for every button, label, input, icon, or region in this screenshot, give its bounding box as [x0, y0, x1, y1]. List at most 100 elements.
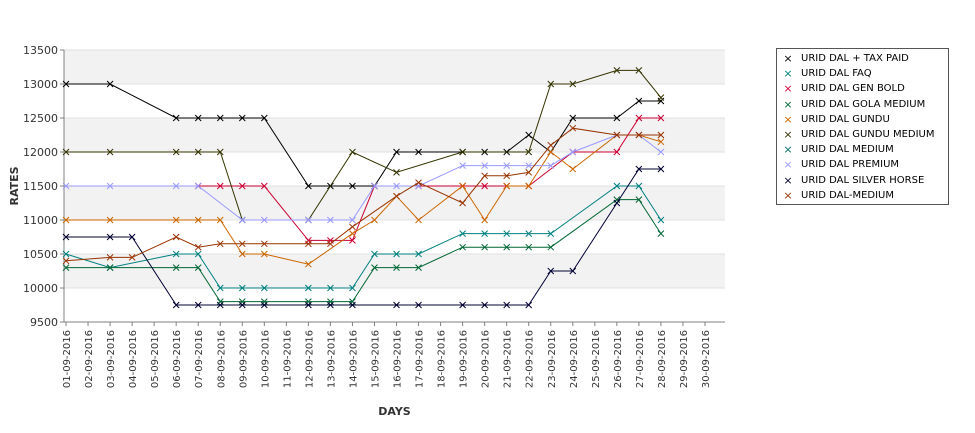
- data-point-marker: [194, 216, 202, 224]
- data-point-marker: [62, 233, 70, 241]
- legend-label: URID DAL MEDIUM: [801, 144, 894, 156]
- data-point-marker: [613, 114, 621, 122]
- legend-label: URID DAL GEN BOLD: [801, 83, 905, 95]
- grid-band: [64, 186, 725, 220]
- data-point-marker: [194, 301, 202, 309]
- legend-marker-icon: ×: [783, 97, 793, 111]
- data-point-marker: [635, 196, 643, 203]
- data-point-marker: [349, 301, 356, 309]
- data-point-marker: [503, 182, 511, 190]
- x-tick-label: 18-09-2016: [437, 330, 448, 388]
- grid-band: [64, 254, 725, 288]
- data-point-marker: [525, 131, 533, 139]
- data-point-marker: [613, 148, 621, 156]
- data-point-marker: [547, 162, 555, 169]
- data-point-marker: [371, 216, 378, 224]
- data-point-marker: [238, 240, 246, 248]
- data-point-marker: [238, 301, 246, 309]
- data-point-marker: [547, 243, 555, 251]
- data-point-marker: [305, 216, 312, 224]
- y-tick-label: 11500: [23, 180, 58, 193]
- y-tick-label: 11000: [23, 214, 58, 227]
- data-point-marker: [172, 216, 180, 224]
- y-tick-label: 13000: [23, 78, 58, 91]
- data-point-marker: [657, 230, 665, 237]
- data-point-marker: [106, 254, 114, 261]
- data-point-marker: [349, 182, 356, 190]
- data-point-marker: [481, 243, 489, 251]
- data-point-marker: [260, 284, 268, 292]
- data-point-marker: [547, 141, 555, 149]
- data-point-marker: [238, 114, 246, 122]
- data-point-marker: [238, 284, 246, 292]
- data-point-marker: [260, 182, 268, 190]
- data-point-marker: [349, 223, 356, 231]
- x-tick-label: 10-09-2016: [260, 330, 271, 388]
- data-point-marker: [503, 243, 511, 251]
- data-point-marker: [62, 182, 70, 190]
- x-axis-title: DAYS: [378, 405, 411, 418]
- data-point-marker: [393, 301, 400, 309]
- data-point-marker: [194, 148, 202, 156]
- data-point-marker: [525, 148, 533, 156]
- data-point-marker: [635, 97, 643, 105]
- legend-label: URID DAL PREMIUM: [801, 159, 900, 171]
- x-tick-label: 08-09-2016: [216, 330, 227, 388]
- y-tick-label: 12500: [23, 112, 58, 125]
- data-point-marker: [415, 301, 422, 309]
- data-point-marker: [525, 230, 533, 237]
- data-point-marker: [569, 80, 577, 88]
- grid-band: [64, 50, 725, 84]
- data-point-marker: [106, 216, 114, 224]
- legend-marker-icon: ×: [783, 158, 793, 172]
- data-point-marker: [216, 240, 224, 248]
- legend-label: URID DAL GOLA MEDIUM: [801, 98, 926, 110]
- data-point-marker: [569, 148, 577, 156]
- x-tick-label: 27-09-2016: [635, 330, 646, 388]
- data-point-marker: [503, 230, 511, 237]
- data-point-marker: [657, 94, 665, 101]
- data-point-marker: [327, 284, 334, 292]
- data-point-marker: [481, 301, 489, 309]
- data-point-marker: [106, 264, 114, 271]
- data-point-marker: [349, 230, 356, 237]
- x-tick-label: 13-09-2016: [326, 330, 337, 388]
- data-point-marker: [305, 301, 312, 309]
- x-tick-label: 03-09-2016: [106, 330, 117, 388]
- x-tick-label: 11-09-2016: [282, 330, 293, 388]
- data-point-marker: [635, 182, 643, 190]
- data-point-marker: [260, 301, 268, 309]
- series-line: [66, 168, 661, 306]
- data-point-marker: [393, 192, 400, 200]
- x-tick-label: 25-09-2016: [591, 330, 602, 388]
- data-point-marker: [194, 250, 202, 258]
- legend-label: URID DAL FAQ: [801, 68, 872, 80]
- data-point-marker: [657, 216, 665, 224]
- data-point-marker: [327, 301, 334, 309]
- data-point-marker: [635, 67, 643, 74]
- legend-marker-icon: ×: [783, 112, 793, 126]
- x-tick-label: 05-09-2016: [150, 330, 161, 388]
- x-tick-label: 24-09-2016: [569, 330, 580, 388]
- data-point-marker: [172, 233, 180, 241]
- y-tick-label: 13500: [23, 44, 58, 57]
- data-point-marker: [194, 264, 202, 271]
- data-point-marker: [305, 240, 312, 248]
- legend-item: × URID DAL-MEDIUM: [777, 188, 948, 203]
- data-point-marker: [393, 182, 400, 190]
- x-tick-label: 29-09-2016: [679, 330, 690, 388]
- data-point-marker: [349, 216, 356, 224]
- data-point-marker: [172, 250, 180, 258]
- data-point-marker: [194, 182, 202, 190]
- data-point-marker: [503, 301, 511, 309]
- data-point-marker: [459, 148, 466, 156]
- legend: × URID DAL + TAX PAID × URID DAL FAQ × URID D…: [776, 48, 949, 205]
- data-point-marker: [305, 284, 312, 292]
- y-axis-title: RATES: [8, 166, 21, 205]
- data-point-marker: [172, 182, 180, 190]
- data-point-marker: [481, 162, 489, 169]
- data-point-marker: [106, 233, 114, 241]
- data-point-marker: [260, 240, 268, 248]
- x-tick-label: 15-09-2016: [370, 330, 381, 388]
